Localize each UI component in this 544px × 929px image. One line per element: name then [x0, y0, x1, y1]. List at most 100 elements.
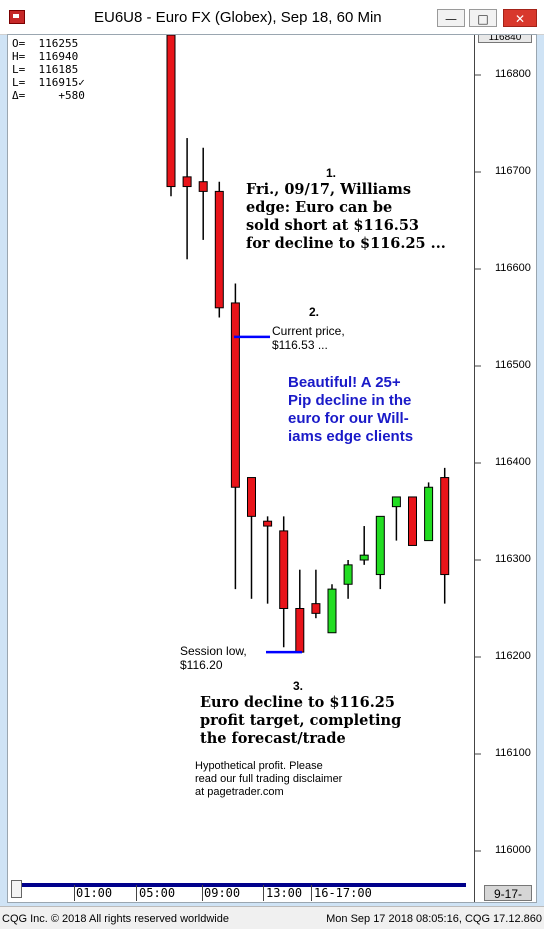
annotation-line: for decline to $116.25 ...: [246, 235, 446, 252]
annotation-line: $116.20: [180, 658, 223, 672]
last-price-box: 116840: [478, 35, 532, 43]
price-axis-label: 116100: [495, 747, 531, 759]
ohlc-readout: O= 116255 H= 116940 L= 116185 L= 116915✓…: [12, 37, 85, 102]
annotation-line: edge: Euro can be: [246, 199, 393, 216]
annotation-line: $116.53 ...: [272, 338, 328, 352]
candle-body: [359, 554, 369, 561]
status-bar: CQG Inc. © 2018 All rights reserved worl…: [0, 906, 544, 929]
annotation-line: sold short at $116.53: [246, 217, 420, 234]
date-navigator-box[interactable]: 9-17-: [484, 885, 532, 901]
ohlc-change: Δ= +580: [12, 89, 85, 102]
annotation-line: euro for our Will-: [288, 410, 409, 427]
candlestick: [343, 560, 353, 599]
candle-body: [295, 608, 305, 653]
annotation-line: the forecast/trade: [200, 730, 346, 747]
price-axis-label: 116200: [495, 650, 531, 662]
time-axis-label: 16-17:00: [314, 886, 372, 900]
candlestick: [263, 516, 273, 604]
time-axis-tick: [202, 885, 203, 901]
ohlc-last: L= 116915✓: [12, 76, 85, 89]
disclaimer-line: Hypothetical profit. Please: [195, 760, 323, 772]
candlestick: [327, 584, 337, 634]
price-axis-label: 116400: [495, 456, 531, 468]
annotation-line: profit target, completing: [200, 712, 402, 729]
time-axis-tick: [263, 885, 264, 901]
annotation-line: Beautiful! A 25+: [288, 374, 401, 391]
time-axis-label: 09:00: [204, 886, 241, 900]
candle-body: [198, 181, 208, 192]
candle-body: [230, 302, 240, 488]
candle-body: [424, 486, 434, 542]
annotation-session-low: Session low, $116.20: [180, 644, 247, 672]
price-axis-label: 116500: [495, 359, 531, 371]
annotation-beautiful: Beautiful! A 25+ Pip decline in the euro…: [288, 374, 413, 446]
minimize-button[interactable]: —: [437, 9, 465, 27]
disclaimer-line: read our full trading disclaimer: [195, 773, 343, 785]
annotation-number-2: 2.: [309, 305, 320, 319]
time-axis: [8, 882, 474, 902]
annotation-line: Fri., 09/17, Williams: [246, 181, 412, 198]
time-scrollbar[interactable]: [16, 883, 466, 887]
candlestick: [295, 569, 305, 653]
candle-body: [247, 477, 256, 517]
candlestick: [391, 496, 401, 541]
candlestick: [182, 138, 192, 260]
close-button[interactable]: ✕: [503, 9, 537, 27]
price-axis-label: 116000: [495, 844, 531, 856]
ohlc-open: O= 116255: [12, 37, 79, 50]
time-axis-tick: [136, 885, 137, 901]
annotation-line: Euro decline to $116.25: [200, 694, 395, 711]
candle-body: [440, 477, 450, 576]
candlestick: [408, 496, 417, 546]
candlestick: [279, 516, 289, 648]
annotation-current-price: Current price, $116.53 ...: [272, 324, 345, 352]
time-axis-label: 13:00: [266, 886, 303, 900]
disclaimer: Hypothetical profit. Please read our ful…: [195, 760, 342, 799]
maximize-button[interactable]: □: [469, 9, 497, 27]
annotation-profit-target: Euro decline to $116.25 profit target, c…: [200, 694, 401, 748]
price-axis-label: 116300: [495, 553, 531, 565]
candlestick: [440, 467, 450, 604]
price-axis-label: 116700: [495, 165, 531, 177]
candlestick: [230, 283, 240, 590]
candle-body: [166, 35, 176, 188]
ohlc-high: H= 116940: [12, 50, 79, 63]
disclaimer-line: at pagetrader.com: [195, 786, 284, 798]
annotation-line: iams edge clients: [288, 428, 414, 445]
price-axis-separator: [474, 35, 475, 902]
cqg-app-icon[interactable]: [9, 10, 25, 24]
time-axis-tick: [311, 885, 312, 901]
chart-frame[interactable]: O= 116255 H= 116940 L= 116185 L= 116915✓…: [7, 34, 537, 903]
candlestick: [424, 482, 434, 542]
title-bar: EU6U8 - Euro FX (Globex), Sep 18, 60 Min…: [0, 0, 544, 35]
candlestick: [247, 477, 256, 599]
time-axis-tick: [74, 885, 75, 901]
scrollbar-thumb[interactable]: [11, 880, 22, 898]
candle-body: [214, 190, 224, 309]
candle-body: [375, 515, 385, 576]
price-axis-label: 116600: [495, 262, 531, 274]
annotation-number-3: 3.: [293, 679, 304, 693]
ohlc-low: L= 116185: [12, 63, 79, 76]
candlestick: [198, 147, 208, 240]
candlestick: [214, 181, 224, 318]
candle-body: [343, 564, 353, 585]
candle-body: [408, 496, 417, 546]
candle-body: [182, 176, 192, 188]
candlestick: [166, 35, 176, 197]
time-axis-label: 05:00: [139, 886, 176, 900]
candlestick: [359, 526, 369, 565]
candle-body: [263, 520, 273, 527]
candlestick: [375, 515, 385, 590]
candlestick: [311, 569, 321, 619]
annotation-line: Pip decline in the: [288, 392, 412, 409]
annotation-number-1: 1.: [326, 166, 337, 180]
copyright-text: CQG Inc. © 2018 All rights reserved worl…: [2, 913, 229, 925]
status-timestamp: Mon Sep 17 2018 08:05:16, CQG 17.12.860: [326, 913, 542, 925]
annotation-line: Current price,: [272, 324, 345, 338]
annotation-line: Session low,: [180, 644, 247, 658]
annotation-williams-edge: Fri., 09/17, Williams edge: Euro can be …: [246, 181, 446, 253]
price-chart[interactable]: [8, 35, 537, 903]
candle-body: [311, 603, 321, 614]
price-axis-label: 116800: [495, 68, 531, 80]
